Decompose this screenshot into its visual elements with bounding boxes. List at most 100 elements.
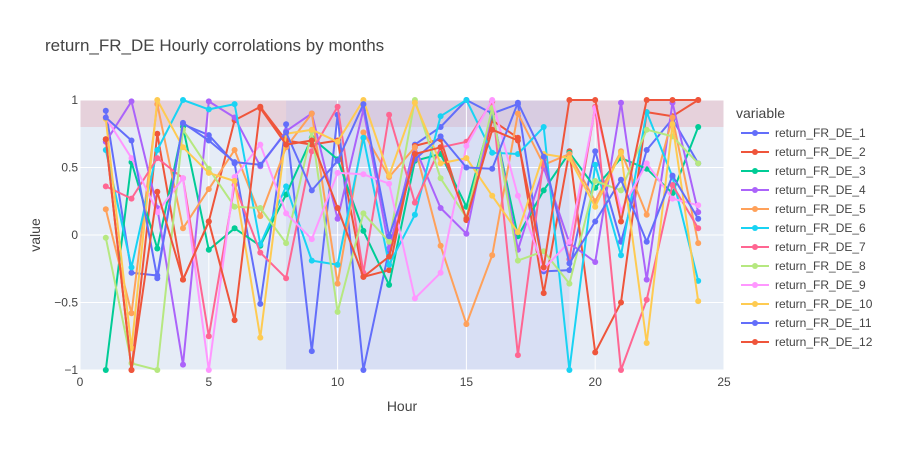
data-point[interactable] <box>489 149 496 156</box>
data-point[interactable] <box>257 334 264 341</box>
data-point[interactable] <box>463 142 470 149</box>
data-point[interactable] <box>102 367 109 373</box>
data-point[interactable] <box>643 276 650 283</box>
data-point[interactable] <box>386 111 393 118</box>
data-point[interactable] <box>540 264 547 271</box>
data-point[interactable] <box>514 257 521 264</box>
data-point[interactable] <box>386 261 393 268</box>
data-point[interactable] <box>231 317 238 324</box>
data-point[interactable] <box>128 367 135 373</box>
data-point[interactable] <box>360 227 367 234</box>
data-point[interactable] <box>411 295 418 302</box>
data-point[interactable] <box>334 215 341 222</box>
data-point[interactable] <box>514 110 521 117</box>
data-point[interactable] <box>592 349 599 356</box>
data-point[interactable] <box>308 126 315 133</box>
data-point[interactable] <box>231 147 238 153</box>
data-point[interactable] <box>540 153 547 160</box>
data-point[interactable] <box>386 180 393 187</box>
data-point[interactable] <box>386 267 393 274</box>
data-point[interactable] <box>334 280 341 287</box>
data-point[interactable] <box>205 169 212 176</box>
data-point[interactable] <box>566 151 573 157</box>
data-point[interactable] <box>154 147 161 153</box>
data-point[interactable] <box>231 178 238 184</box>
data-point[interactable] <box>618 252 624 259</box>
data-point[interactable] <box>618 176 624 183</box>
data-point[interactable] <box>618 187 624 194</box>
data-point[interactable] <box>489 97 496 103</box>
legend-item[interactable]: return_FR_DE_2 <box>741 145 866 159</box>
data-point[interactable] <box>695 209 702 216</box>
data-point[interactable] <box>489 252 496 259</box>
data-point[interactable] <box>308 257 315 264</box>
data-point[interactable] <box>180 144 186 151</box>
data-point[interactable] <box>463 97 470 103</box>
data-point[interactable] <box>128 155 135 162</box>
data-point[interactable] <box>205 333 212 340</box>
data-point[interactable] <box>334 138 341 145</box>
data-point[interactable] <box>257 161 264 168</box>
series-return_FR_DE_11[interactable] <box>102 99 702 282</box>
data-point[interactable] <box>360 171 367 178</box>
data-point[interactable] <box>154 188 161 195</box>
data-point[interactable] <box>618 218 624 225</box>
data-point[interactable] <box>154 155 161 162</box>
data-point[interactable] <box>489 165 496 172</box>
data-point[interactable] <box>437 160 444 167</box>
legend-item[interactable]: return_FR_DE_5 <box>741 202 866 216</box>
data-point[interactable] <box>154 245 161 252</box>
data-point[interactable] <box>437 144 444 151</box>
data-point[interactable] <box>437 242 444 249</box>
data-point[interactable] <box>514 99 521 106</box>
legend-item[interactable]: return_FR_DE_8 <box>741 259 866 273</box>
data-point[interactable] <box>102 114 109 121</box>
data-point[interactable] <box>592 259 599 265</box>
data-point[interactable] <box>180 119 186 126</box>
data-point[interactable] <box>643 147 650 153</box>
data-point[interactable] <box>514 192 521 199</box>
data-point[interactable] <box>180 276 186 283</box>
data-point[interactable] <box>128 195 135 202</box>
data-point[interactable] <box>669 172 676 179</box>
data-point[interactable] <box>360 210 367 217</box>
data-point[interactable] <box>695 124 702 130</box>
data-point[interactable] <box>205 98 212 105</box>
data-point[interactable] <box>308 148 315 155</box>
legend-item[interactable]: return_FR_DE_9 <box>741 278 866 292</box>
data-point[interactable] <box>411 144 418 151</box>
data-point[interactable] <box>669 195 676 202</box>
data-point[interactable] <box>437 113 444 120</box>
data-point[interactable] <box>386 233 393 240</box>
data-point[interactable] <box>180 225 186 232</box>
data-point[interactable] <box>669 121 676 128</box>
data-point[interactable] <box>566 260 573 267</box>
data-point[interactable] <box>231 203 238 210</box>
data-point[interactable] <box>205 132 212 139</box>
legend[interactable]: variable return_FR_DE_1 return_FR_DE_2ret… <box>736 105 873 349</box>
data-point[interactable] <box>102 206 109 213</box>
data-point[interactable] <box>102 234 109 241</box>
data-point[interactable] <box>231 225 238 232</box>
data-point[interactable] <box>592 178 599 184</box>
data-point[interactable] <box>592 218 599 225</box>
data-point[interactable] <box>360 97 367 103</box>
data-point[interactable] <box>643 126 650 133</box>
data-point[interactable] <box>514 229 521 236</box>
data-point[interactable] <box>386 281 393 288</box>
data-point[interactable] <box>669 97 676 103</box>
legend-item[interactable]: return_FR_DE_11 <box>741 316 872 330</box>
data-point[interactable] <box>257 300 264 307</box>
data-point[interactable] <box>695 240 702 247</box>
data-point[interactable] <box>128 310 135 317</box>
data-point[interactable] <box>308 137 315 144</box>
data-point[interactable] <box>102 107 109 114</box>
data-point[interactable] <box>643 238 650 245</box>
data-point[interactable] <box>437 205 444 211</box>
data-point[interactable] <box>360 129 367 136</box>
legend-item[interactable]: return_FR_DE_3 <box>741 164 866 178</box>
data-point[interactable] <box>411 199 418 206</box>
data-point[interactable] <box>257 141 264 148</box>
data-point[interactable] <box>463 215 470 222</box>
data-point[interactable] <box>257 213 264 220</box>
